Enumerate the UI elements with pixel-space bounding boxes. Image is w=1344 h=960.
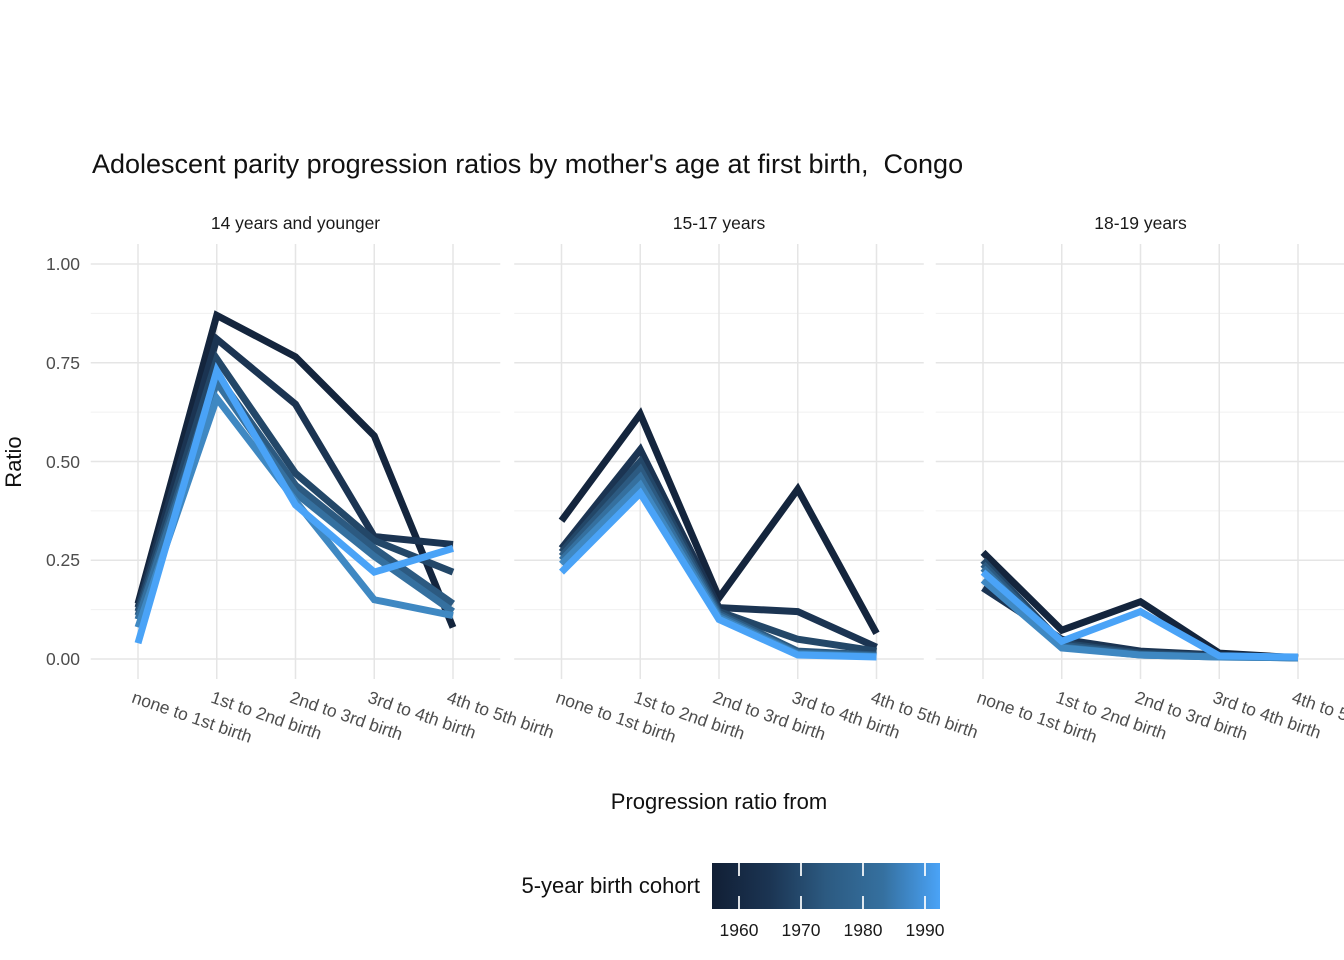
- legend-tick-label: 1980: [843, 920, 883, 940]
- legend-colorbar-tick: [738, 896, 740, 909]
- legend-colorbar-tick: [800, 863, 802, 876]
- y-tick-label: 0.75: [45, 352, 80, 373]
- legend-tick-label: 1990: [905, 920, 945, 940]
- y-tick-label: 0.00: [45, 649, 80, 669]
- series-line-facet2-cohort-1960: [558, 407, 880, 636]
- chart-title: Adolescent parity progression ratios by …: [92, 149, 964, 179]
- legend-tick-label: 1970: [781, 920, 821, 940]
- legend-colorbar-tick: [862, 896, 864, 909]
- y-tick-label: 0.25: [45, 550, 80, 571]
- x-axis-title: Progression ratio from: [610, 789, 828, 814]
- legend-colorbar-tick: [924, 896, 926, 909]
- legend-colorbar: [712, 863, 940, 909]
- y-tick-label: 0.50: [45, 451, 80, 472]
- legend-colorbar-tick: [924, 863, 926, 876]
- legend-colorbar-tick: [862, 863, 864, 876]
- series-line-facet1-cohort-1965: [134, 332, 454, 609]
- legend-colorbar-tick: [738, 863, 740, 876]
- series-line-facet1-cohort-1970: [134, 350, 455, 613]
- series-line-facet1-cohort-1990: [134, 361, 455, 645]
- facet-strip-label-1: 14 years and younger: [210, 213, 381, 233]
- series-line-facet2-cohort-1990: [559, 487, 877, 661]
- legend-tick-label: 1960: [719, 920, 759, 940]
- facet-strip-label-3: 18-19 years: [1094, 213, 1187, 233]
- y-tick-label: 1.00: [45, 254, 80, 274]
- series-line-facet1-cohort-1960: [134, 310, 457, 629]
- legend-colorbar-tick: [800, 896, 802, 909]
- facet-strip-label-2: 15-17 years: [672, 213, 766, 233]
- series-line-facet3-cohort-1990: [980, 569, 1299, 661]
- legend-title: 5-year birth cohort: [521, 873, 700, 898]
